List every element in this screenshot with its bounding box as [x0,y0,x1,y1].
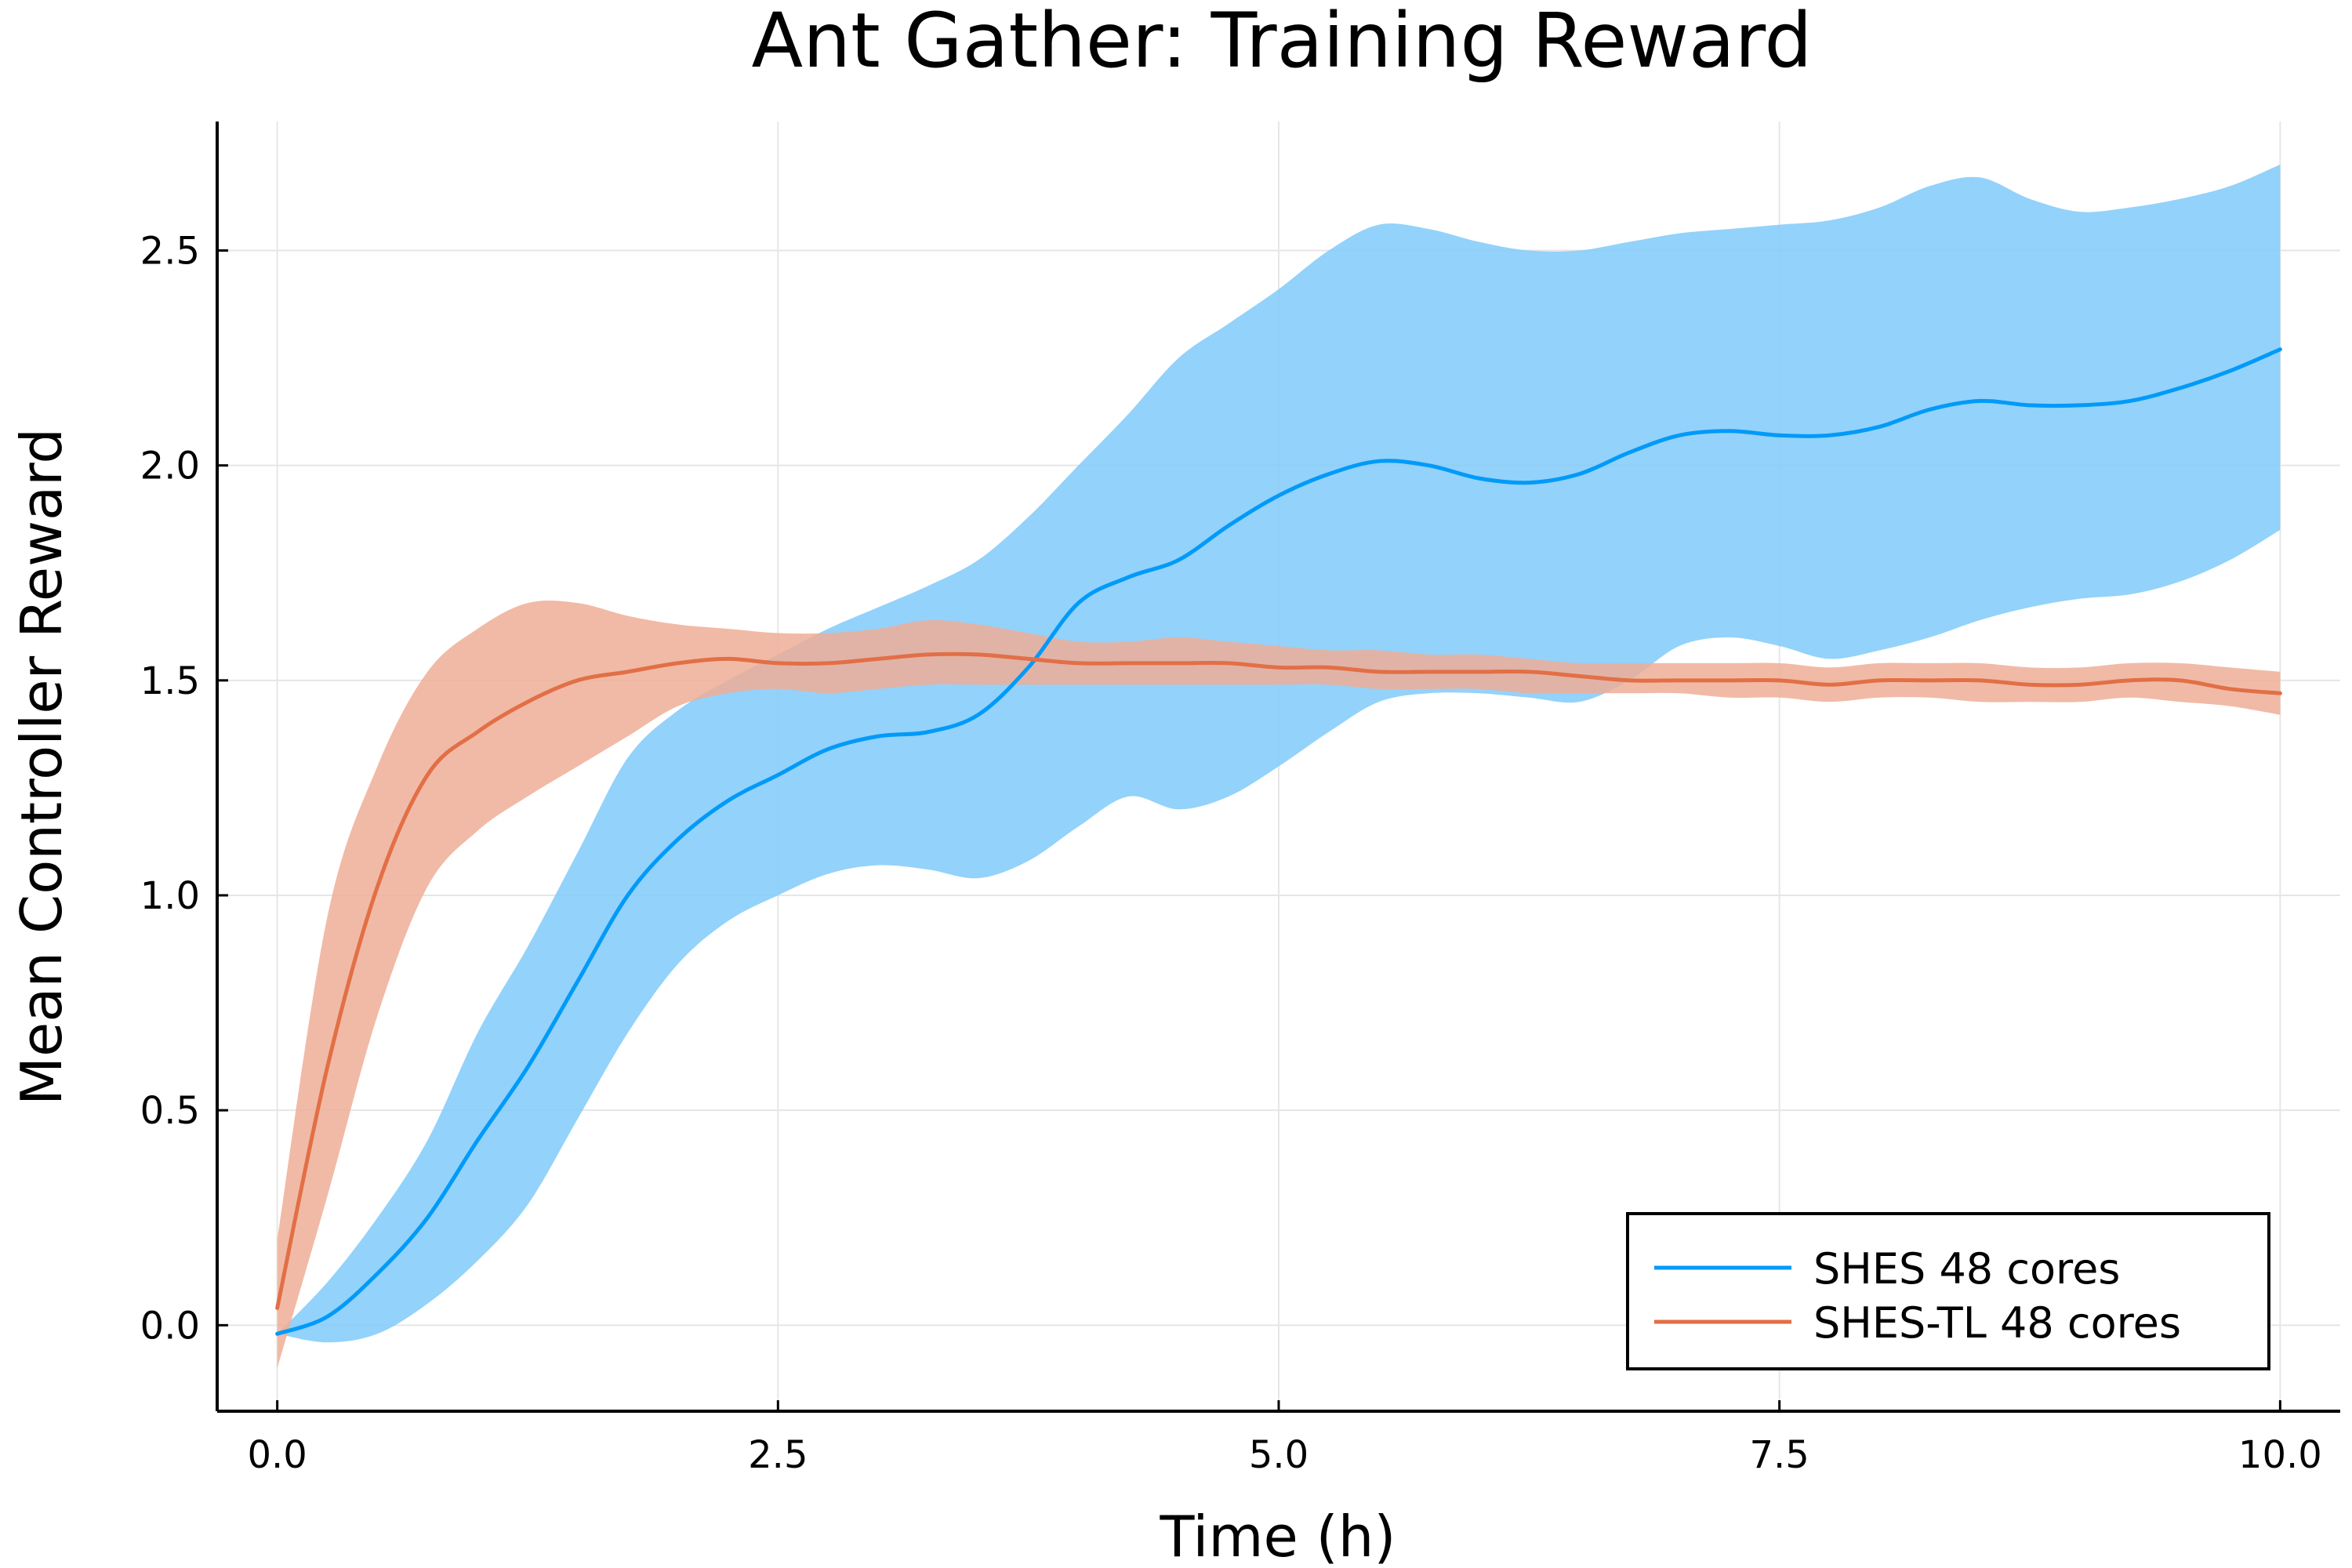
x-tick-label-2: 5.0 [1249,1433,1308,1477]
y-tick-label-1: 0.5 [140,1089,200,1133]
legend-label-shes: SHES 48 cores [1813,1244,2120,1294]
y-tick-label-0: 0.0 [140,1304,200,1348]
x-tick-label-1: 2.5 [748,1433,808,1477]
band-series-0 [277,164,2281,1343]
band-series-1 [277,600,2281,1369]
line-series-0 [275,347,2282,1336]
confidence-bands [277,164,2281,1369]
chart-title: Ant Gather: Training Reward [752,0,1813,85]
x-tick-label-4: 10.0 [2238,1433,2322,1477]
line-series-1 [275,652,2282,1310]
legend-box [1626,1212,2270,1370]
y-tick-label-5: 2.5 [140,230,200,274]
x-tick-label-0: 0.0 [247,1433,307,1477]
y-tick-label-2: 1.0 [140,874,200,918]
x-tick-label-3: 7.5 [1750,1433,1809,1477]
x-axis-label: Time (h) [1160,1504,1396,1568]
y-axis-label: Mean Controller Reward [9,428,74,1105]
legend-label-shes-tl: SHES-TL 48 cores [1813,1298,2181,1348]
y-tick-label-4: 2.0 [140,445,200,488]
ticks: 0.0 2.5 5.0 7.5 10.0 0.0 0.5 1.0 1.5 2.0 2.5 [140,230,2322,1478]
legend: SHES 48 cores SHES-TL 48 cores [1626,1212,2270,1370]
y-tick-label-3: 1.5 [140,659,200,703]
series-lines [275,347,2282,1336]
